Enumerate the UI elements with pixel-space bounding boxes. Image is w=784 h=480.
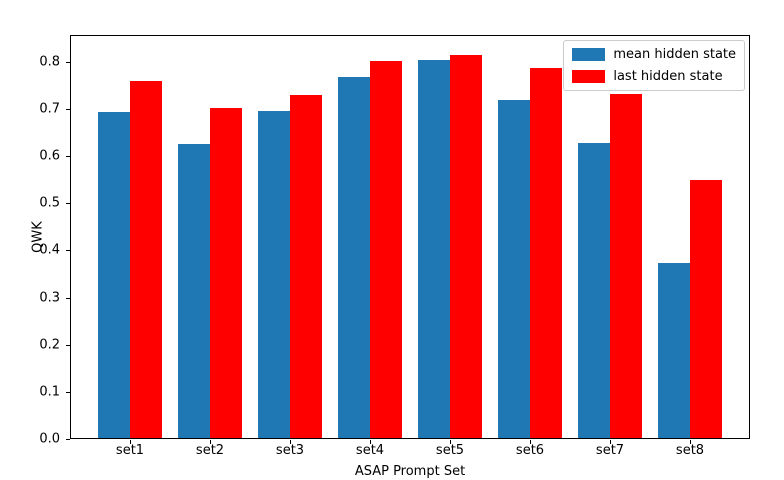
legend-swatch-last [572,70,606,83]
x-tick-mark [690,440,691,444]
y-tick-mark [66,61,70,63]
y-tick-mark [66,250,70,252]
y-tick-label: 0.5 [39,195,60,211]
y-tick-label: 0.4 [39,242,60,258]
x-tick-label: set4 [355,443,385,458]
x-tick-label: set1 [115,443,145,458]
x-tick-mark [450,440,451,444]
x-tick-mark [210,440,211,444]
bar-set6-last [530,67,562,439]
x-tick-label: set5 [435,443,465,458]
y-tick-label: 0.1 [39,384,60,400]
x-tick-label: set3 [275,443,305,458]
y-tick-mark [66,439,70,440]
y-tick-mark [66,391,70,393]
bar-set1-last [130,80,162,439]
bar-set2-last [210,108,242,439]
legend-item-mean: mean hidden state [572,46,736,63]
y-tick-mark [66,344,70,346]
y-tick-mark [66,297,70,299]
legend-label-mean: mean hidden state [613,47,736,62]
bar-set3-mean [258,110,290,439]
legend-swatch-mean [572,48,606,61]
x-tick-label: set8 [675,443,705,458]
x-tick-mark [290,440,291,444]
bar-set8-mean [658,263,690,439]
bar-set4-mean [338,77,370,439]
bar-set5-last [450,55,482,439]
y-tick-label: 0.6 [39,148,60,164]
x-tick-mark [530,440,531,444]
plot-area: mean hidden state last hidden state [70,35,750,439]
x-tick-label: set6 [515,443,545,458]
x-tick-label: set2 [195,443,225,458]
y-tick-mark [66,109,70,110]
x-axis-label: ASAP Prompt Set [354,464,466,479]
y-tick-label: 0.8 [39,54,60,70]
bar-set6-mean [498,99,530,439]
axes-spines [70,35,750,439]
bar-set3-last [290,94,322,439]
legend-item-last: last hidden state [572,68,736,85]
x-tick-mark [130,440,131,444]
bar-set7-last [610,94,642,439]
bar-set1-mean [98,112,130,439]
bar-set2-mean [178,143,210,439]
bar-set4-last [370,61,402,439]
y-tick-label: 0.7 [39,101,60,117]
legend: mean hidden state last hidden state [563,40,745,91]
bar-set5-mean [418,59,450,439]
x-tick-mark [370,440,371,444]
y-tick-label: 0.2 [39,337,60,353]
y-tick-label: 0.0 [39,431,60,447]
x-tick-label: set7 [595,443,625,458]
y-tick-label: 0.3 [39,290,60,306]
bar-set8-last [690,180,722,439]
y-tick-mark [66,203,70,205]
x-tick-mark [610,440,611,444]
y-tick-mark [66,156,70,158]
bar-set7-mean [578,143,610,439]
legend-label-last: last hidden state [613,69,723,84]
